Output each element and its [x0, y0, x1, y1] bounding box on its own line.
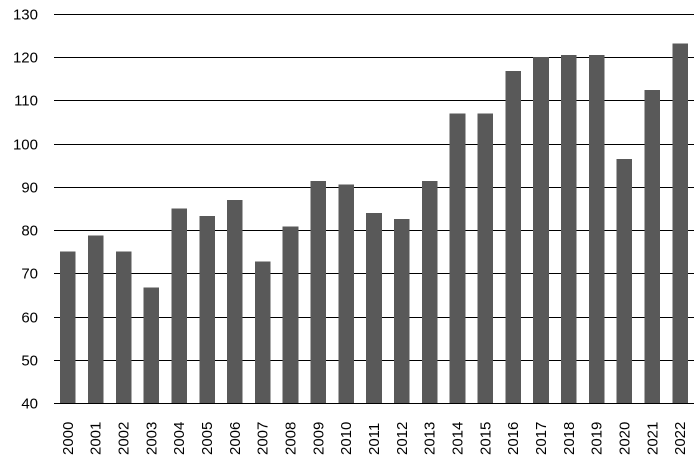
x-tick-label-2007: 2007 [255, 422, 272, 455]
x-tick-label-2017: 2017 [533, 422, 550, 455]
bar-2003 [143, 287, 160, 403]
x-axis-tick-labels: 2000 2001 2002 2003 2004 2005 2006 2007 2008 2009… [60, 422, 689, 455]
bar-2020 [616, 158, 633, 403]
y-tick-label-70: 70 [21, 266, 38, 283]
y-tick-label-40: 40 [21, 396, 38, 413]
bar-2012 [394, 218, 410, 403]
x-tick-label-2002: 2002 [116, 422, 133, 455]
x-tick-label-2015: 2015 [477, 422, 494, 455]
y-tick-label-80: 80 [21, 223, 38, 240]
y-tick-label-120: 120 [13, 50, 38, 67]
x-tick-label-2006: 2006 [227, 422, 244, 455]
x-tick-label-2003: 2003 [143, 422, 160, 455]
x-tick-label-2022: 2022 [672, 422, 689, 455]
bar-2021 [644, 90, 661, 403]
bar-2001 [87, 235, 104, 403]
y-tick-label-100: 100 [13, 137, 38, 154]
x-tick-label-2014: 2014 [450, 422, 467, 455]
bars [60, 43, 688, 404]
bar-2011 [366, 212, 382, 403]
bar-2007 [254, 261, 271, 403]
x-tick-label-2009: 2009 [310, 422, 327, 455]
bar-2009 [310, 180, 327, 403]
bar-2014 [449, 113, 466, 404]
bar-2015 [477, 113, 494, 404]
y-tick-label-130: 130 [13, 7, 38, 24]
y-axis-tick-labels: 40 50 60 70 80 90 100 110 120 130 [13, 7, 38, 413]
x-tick-label-2019: 2019 [589, 422, 606, 455]
bar-2006 [227, 199, 243, 403]
bar-2018 [561, 55, 577, 403]
bar-2017 [533, 57, 549, 403]
x-tick-label-2000: 2000 [60, 422, 77, 455]
x-tick-label-2004: 2004 [171, 422, 188, 455]
x-tick-label-2013: 2013 [422, 422, 439, 455]
x-tick-label-2005: 2005 [199, 422, 216, 455]
bar-2008 [282, 226, 299, 403]
bar-2005 [199, 215, 215, 403]
bar-2016 [505, 71, 521, 403]
y-tick-label-110: 110 [14, 93, 38, 110]
bar-2019 [588, 55, 605, 403]
x-tick-label-2001: 2001 [88, 422, 105, 455]
bar-2004 [171, 208, 187, 403]
x-tick-label-2021: 2021 [644, 422, 661, 455]
y-tick-label-90: 90 [21, 180, 38, 197]
bar-2010 [338, 184, 354, 403]
x-tick-label-2020: 2020 [616, 422, 633, 455]
bar-2000 [60, 251, 76, 403]
x-tick-label-2012: 2012 [394, 422, 411, 455]
bar-2002 [115, 251, 132, 403]
bar-2022 [672, 43, 688, 404]
x-tick-label-2011: 2011 [366, 423, 383, 455]
y-tick-label-60: 60 [21, 310, 38, 327]
y-tick-label-50: 50 [21, 353, 38, 370]
bar-2013 [421, 180, 438, 403]
x-tick-label-2010: 2010 [338, 422, 355, 455]
x-tick-label-2016: 2016 [505, 422, 522, 455]
x-tick-label-2008: 2008 [283, 422, 300, 455]
x-tick-label-2018: 2018 [561, 422, 578, 455]
